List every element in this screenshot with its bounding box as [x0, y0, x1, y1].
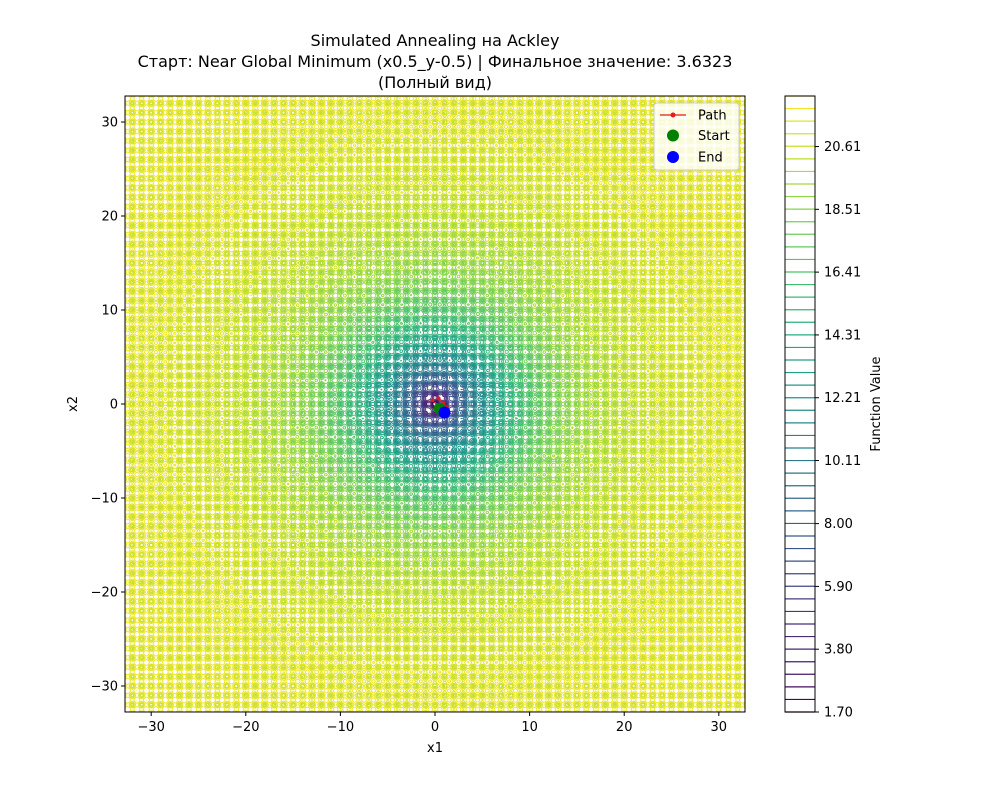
y-tick-label: 0 — [110, 398, 118, 413]
x-tick-label: 20 — [616, 720, 633, 735]
colorbar-tick-label: 10.11 — [824, 454, 861, 469]
colorbar-tick-label: 1.70 — [824, 706, 853, 721]
y-tick-label: 20 — [101, 210, 118, 225]
x-axis-label: x1 — [427, 741, 443, 756]
plot-area — [125, 96, 745, 712]
x-tick-label: −10 — [327, 720, 354, 735]
legend-end-label: End — [698, 151, 723, 166]
y-axis: −30 −20 −10 0 10 20 30 — [91, 116, 125, 695]
end-point — [438, 406, 450, 418]
y-axis-label: x2 — [66, 396, 81, 412]
colorbar-tick-label: 14.31 — [824, 328, 861, 343]
colorbar-ticks: 1.70 3.80 5.90 8.00 10.11 12.21 14.31 16.41 18.5… — [815, 140, 861, 720]
colorbar-tick-label: 16.41 — [824, 266, 861, 281]
colorbar-tick-label: 12.21 — [824, 391, 861, 406]
colorbar-background — [785, 96, 815, 712]
y-tick-label: −30 — [91, 679, 118, 694]
x-tick-label: 0 — [431, 720, 439, 735]
colorbar-tick-label: 5.90 — [824, 580, 853, 595]
legend-path-marker — [671, 113, 676, 118]
x-tick-label: 30 — [711, 720, 728, 735]
y-tick-label: −10 — [91, 491, 118, 506]
legend-end-marker — [667, 151, 679, 163]
legend: Path Start End — [654, 103, 739, 170]
colorbar: 1.70 3.80 5.90 8.00 10.11 12.21 14.31 16.41 18.5… — [785, 96, 884, 721]
colorbar-tick-label: 3.80 — [824, 643, 853, 658]
x-tick-label: −30 — [137, 720, 164, 735]
legend-path-label: Path — [698, 109, 727, 124]
x-axis: −30 −20 −10 0 10 20 30 — [137, 712, 727, 735]
colorbar-tick-label: 18.51 — [824, 203, 861, 218]
colorbar-tick-label: 8.00 — [824, 517, 853, 532]
colorbar-label: Function Value — [869, 356, 884, 451]
chart-title-line-3: (Полный вид) — [378, 73, 492, 92]
y-tick-label: 30 — [101, 116, 118, 131]
y-tick-label: −20 — [91, 585, 118, 600]
legend-start-label: Start — [698, 129, 730, 144]
path-point — [430, 398, 434, 402]
chart-title-line-1: Simulated Annealing на Ackley — [311, 31, 560, 50]
path-point — [437, 397, 441, 401]
colorbar-tick-label: 20.61 — [824, 140, 861, 155]
x-tick-label: 10 — [521, 720, 538, 735]
y-tick-label: 10 — [101, 304, 118, 319]
chart-title-line-2: Старт: Near Global Minimum (x0.5_y-0.5) … — [138, 52, 733, 72]
legend-start-marker — [667, 130, 679, 142]
x-tick-label: −20 — [232, 720, 259, 735]
